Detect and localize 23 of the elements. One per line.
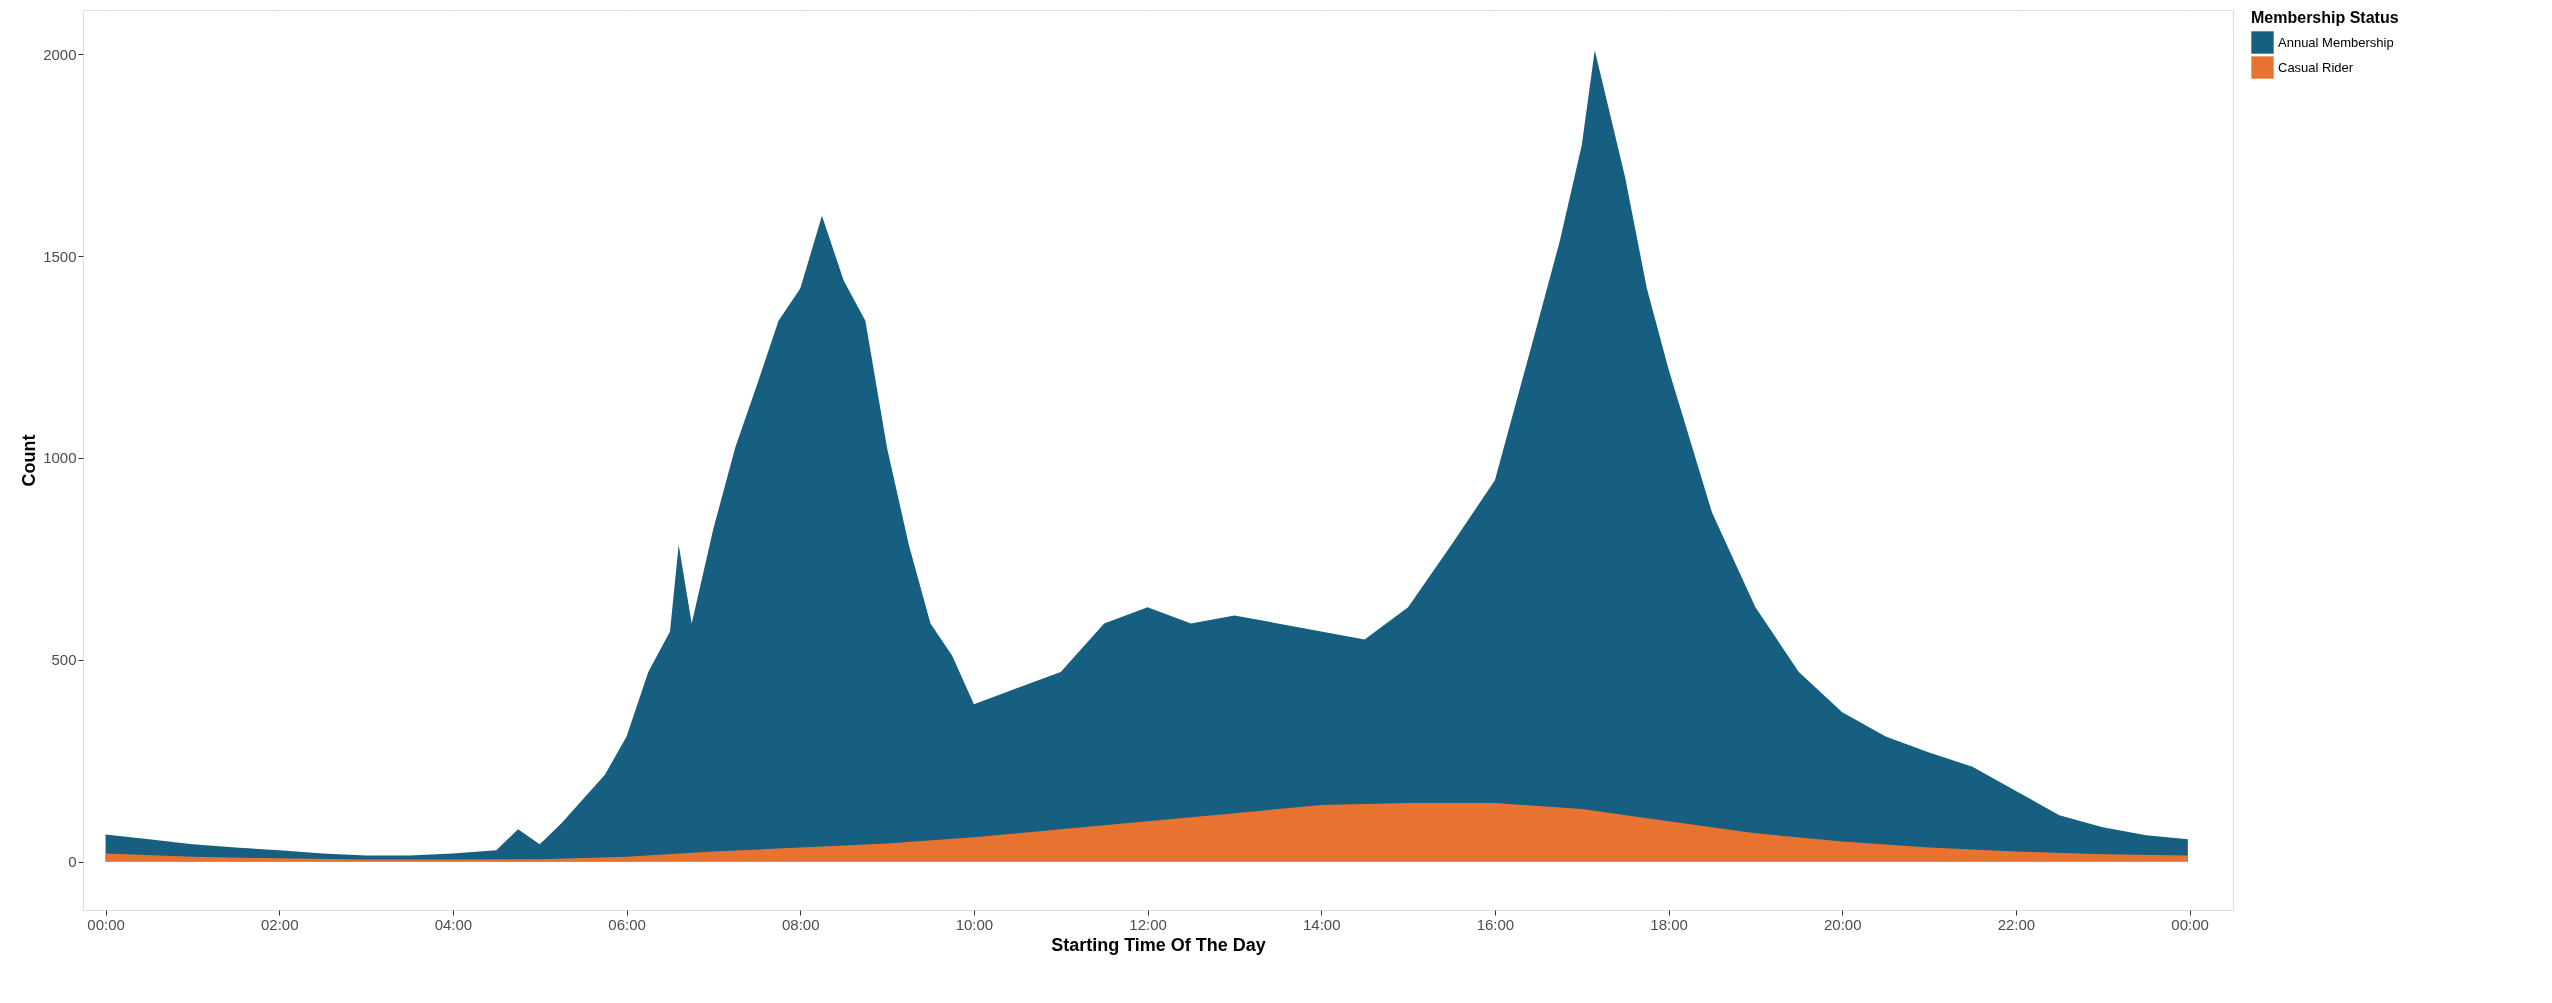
x-tick-label: 02:00 [260, 915, 299, 933]
x-tick-label: 00:00 [87, 915, 125, 933]
y-axis-title: Count [19, 434, 40, 487]
x-axis-title: Starting Time Of The Day [1051, 934, 1266, 955]
legend-label: Casual Rider [2278, 59, 2354, 75]
x-tick-label: 10:00 [955, 915, 994, 933]
x-tick-label: 08:00 [781, 915, 820, 933]
x-tick-label: 14:00 [1302, 915, 1341, 933]
y-tick-label: 0 [68, 853, 77, 871]
x-tick-label: 12:00 [1129, 915, 1167, 933]
y-tick-label: 1000 [43, 449, 77, 467]
y-tick-label: 1500 [43, 247, 77, 265]
x-tick-label: 20:00 [1823, 915, 1862, 933]
x-tick-label: 00:00 [2171, 915, 2209, 933]
x-tick-label: 18:00 [1650, 915, 1688, 933]
legend-label: Annual Membership [2278, 34, 2394, 50]
x-tick-label: 22:00 [1997, 915, 2036, 933]
x-tick-label: 16:00 [1476, 915, 1515, 933]
y-tick-label: 500 [51, 651, 77, 669]
x-tick-label: 04:00 [434, 915, 473, 933]
y-tick-label: 2000 [43, 45, 77, 63]
x-tick-label: 06:00 [608, 915, 646, 933]
legend-title: Membership Status [2251, 9, 2399, 26]
